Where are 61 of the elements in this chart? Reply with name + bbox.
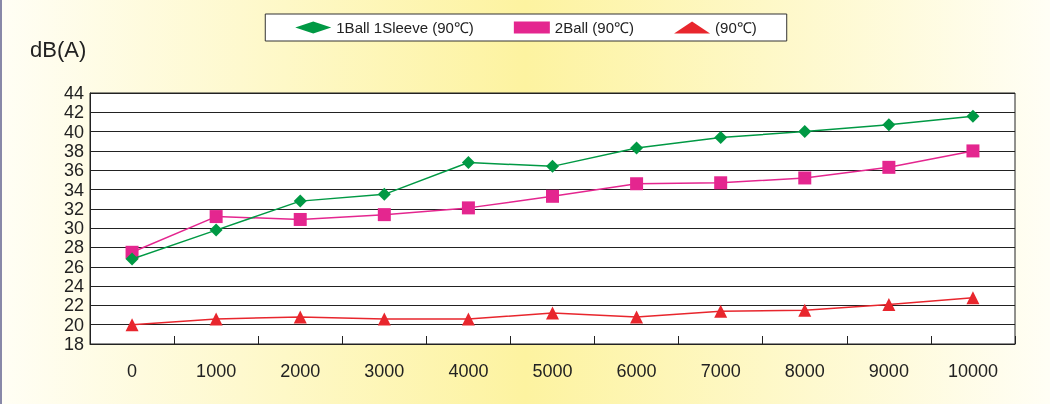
legend-label: (90℃) <box>715 19 757 36</box>
point <box>293 194 307 208</box>
point <box>630 177 644 191</box>
point <box>546 189 559 203</box>
point <box>377 312 391 326</box>
point <box>209 210 223 224</box>
point <box>377 208 391 222</box>
y-tick-label: 28 <box>63 237 84 258</box>
y-tick-label: 24 <box>63 276 84 297</box>
point <box>209 312 223 326</box>
x-tick-label: 10000 <box>947 361 998 381</box>
x-tick-label: 1000 <box>196 361 237 381</box>
y-tick-label: 26 <box>63 256 84 277</box>
point <box>882 160 896 174</box>
y-tick-label: 22 <box>63 295 84 316</box>
y-tick-label: 36 <box>63 160 84 181</box>
x-tick-label: 4000 <box>448 361 489 381</box>
point <box>461 201 475 215</box>
point <box>461 156 475 170</box>
y-tick-label: 42 <box>63 102 84 123</box>
point <box>714 130 728 144</box>
legend-label: 1Ball 1Sleeve (90℃) <box>336 19 474 36</box>
point <box>209 223 223 237</box>
point <box>461 312 475 326</box>
point <box>714 176 728 190</box>
y-tick-label: 32 <box>63 198 84 219</box>
point <box>714 304 728 318</box>
x-tick-label: 8000 <box>784 361 825 381</box>
point <box>882 118 896 132</box>
y-tick-label: 38 <box>63 140 84 161</box>
y-tick-label: 20 <box>63 314 84 335</box>
x-tick-label: 2000 <box>280 361 321 381</box>
y-tick-label: 18 <box>63 334 84 354</box>
x-tick-label: 5000 <box>532 361 573 381</box>
point <box>377 187 391 201</box>
point <box>630 141 644 155</box>
point <box>966 291 980 305</box>
x-tick-label: 0 <box>127 361 138 381</box>
x-tick-label: 3000 <box>364 361 405 381</box>
point <box>546 159 559 173</box>
point <box>798 171 812 185</box>
y-tick-label: 40 <box>63 121 84 142</box>
y-tick-label: 30 <box>63 218 84 239</box>
x-tick-label: 6000 <box>616 361 657 381</box>
point <box>966 144 980 158</box>
y-tick-label: 44 <box>63 83 84 103</box>
y-tick-label: 34 <box>63 179 84 200</box>
point <box>966 109 980 123</box>
point <box>630 310 644 324</box>
point <box>546 306 559 320</box>
y-axis-title: dB(A) <box>30 36 87 62</box>
x-tick-label: 7000 <box>700 361 741 381</box>
x-tick-label: 9000 <box>868 361 909 381</box>
point <box>293 310 307 324</box>
point <box>798 303 812 317</box>
point <box>125 252 139 266</box>
point <box>293 212 307 226</box>
point <box>125 318 139 332</box>
point <box>798 125 812 139</box>
point <box>882 297 896 311</box>
legend-label: 2Ball (90℃) <box>554 19 635 36</box>
